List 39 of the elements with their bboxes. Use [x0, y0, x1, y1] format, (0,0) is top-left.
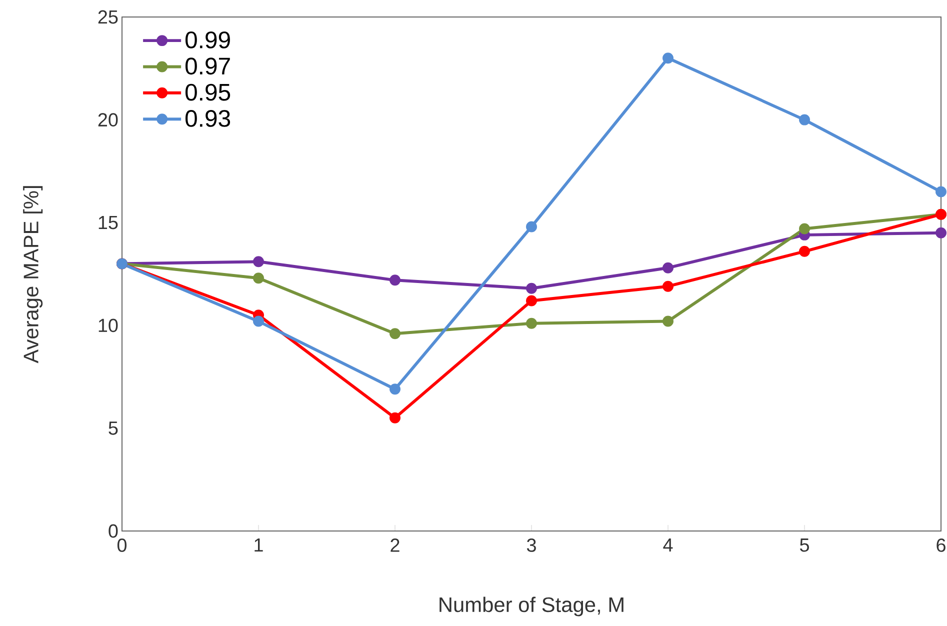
point — [662, 280, 674, 292]
legend-label: 0.99 — [185, 31, 230, 48]
legend-label: 0.93 — [185, 110, 230, 127]
point — [799, 114, 810, 126]
point — [936, 227, 947, 238]
x-tick-label: 1 — [254, 538, 263, 552]
point — [390, 274, 400, 286]
x-tick-label: 5 — [800, 538, 809, 552]
point — [799, 223, 810, 234]
point — [526, 282, 537, 294]
point — [253, 316, 264, 327]
x-tick-label: 0 — [117, 538, 127, 552]
point — [390, 384, 400, 395]
point — [526, 318, 537, 329]
x-tick-label: 4 — [663, 538, 673, 552]
y-axis-title: Average MAPE [%] — [23, 186, 43, 364]
y-tick-label: 25 — [98, 10, 118, 24]
x-axis-title: Number of Stage, M — [440, 596, 624, 616]
point — [936, 186, 947, 198]
point — [662, 52, 674, 64]
y-tick-label: 5 — [108, 422, 118, 435]
point — [662, 316, 674, 327]
x-tick-label: 3 — [526, 538, 536, 552]
point — [390, 412, 400, 424]
y-tick-label: 10 — [98, 318, 118, 332]
legend-label: 0.95 — [185, 84, 230, 101]
x-tick-label: 2 — [390, 538, 400, 552]
point — [662, 262, 674, 274]
point — [526, 221, 537, 232]
x-tick-label: 6 — [936, 538, 946, 552]
legend-label: 0.97 — [185, 58, 230, 75]
point — [253, 272, 264, 284]
point — [526, 295, 537, 306]
y-tick-label: 0 — [108, 524, 118, 538]
point — [390, 328, 400, 340]
point — [799, 246, 810, 257]
y-tick-label: 15 — [98, 216, 118, 230]
y-tick-label: 20 — [98, 113, 118, 127]
point — [253, 256, 264, 268]
